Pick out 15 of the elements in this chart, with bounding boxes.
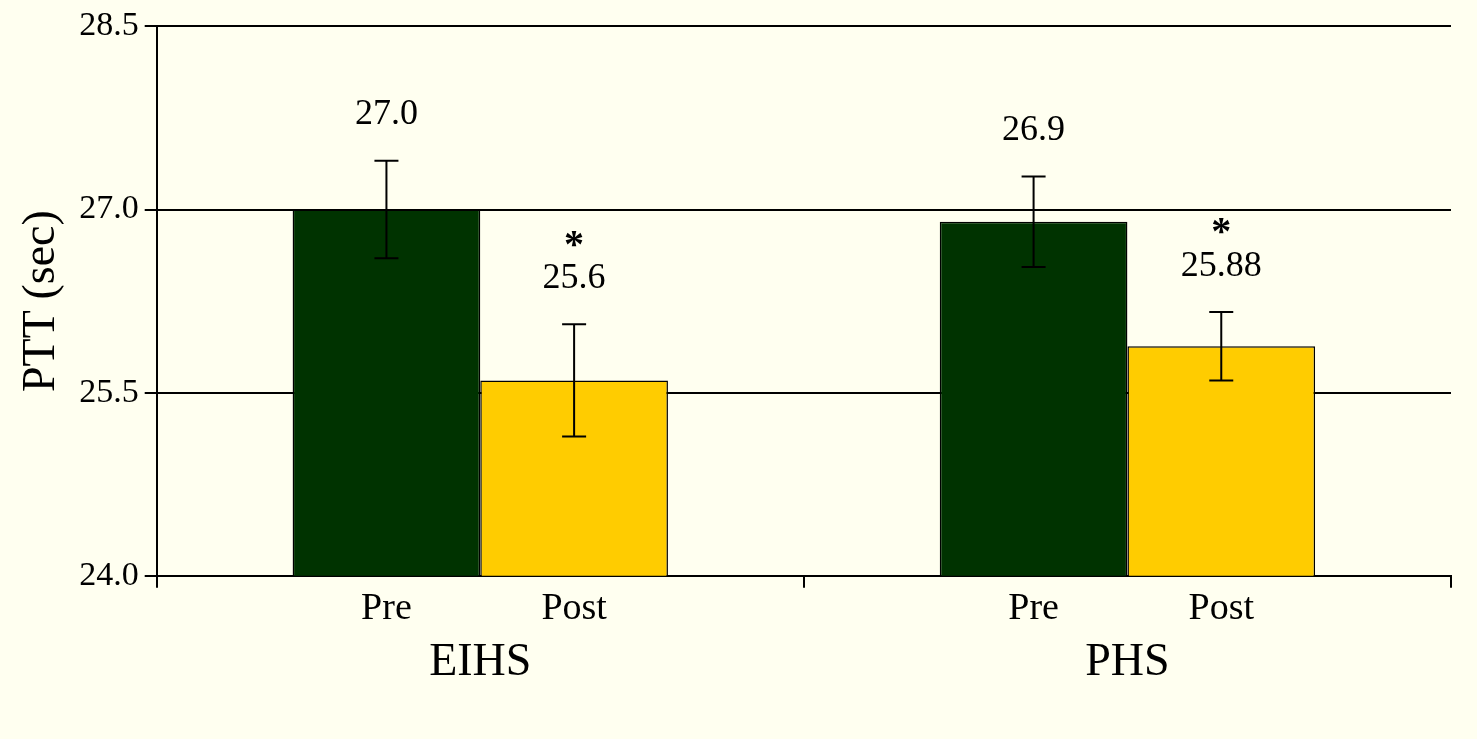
x-tick-label: EIHS [429, 634, 532, 686]
y-tick-label: 27.0 [79, 188, 139, 226]
y-tick-label: 24.0 [79, 554, 139, 592]
series-label: Post [1188, 584, 1255, 627]
y-tick-label: 28.5 [79, 5, 139, 43]
series-label: Pre [361, 584, 412, 627]
text: Post [541, 584, 607, 627]
data-label: 25.88 [1180, 243, 1262, 284]
data-label: 25.6 [542, 255, 606, 296]
text: Pre [1008, 584, 1059, 627]
x-tick-label: PHS [1085, 634, 1170, 686]
data-label: 27.0 [354, 92, 418, 133]
y-tick-label: 25.5 [79, 371, 139, 409]
data-label: 26.9 [1002, 108, 1066, 149]
y-axis-title: PTT (sec) [12, 210, 64, 393]
